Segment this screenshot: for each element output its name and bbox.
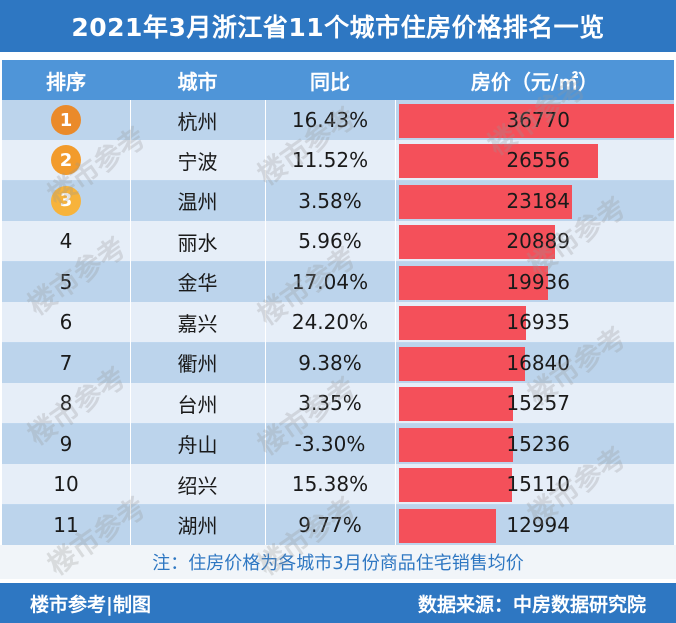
- table-row: 10 绍兴 15.38% 15110: [2, 464, 674, 505]
- price-label: 23184: [506, 188, 570, 213]
- yoy-cell: 5.96%: [298, 229, 362, 254]
- table-row: 8 台州 3.35% 15257: [2, 383, 674, 424]
- table-row: 2 宁波 11.52% 26556: [2, 140, 674, 181]
- yoy-cell: -3.30%: [294, 431, 366, 456]
- price-bar: [399, 346, 525, 381]
- price-bar: [399, 306, 526, 341]
- table-header: 排序 城市 同比 房价（元/㎡）: [2, 60, 674, 100]
- rank-cell: 3: [2, 181, 130, 221]
- footer-source: 数据来源：中房数据研究院: [417, 593, 646, 616]
- rank-cell: 6: [59, 310, 73, 335]
- table-row: 7 衢州 9.38% 16840: [2, 342, 674, 383]
- rank-cell: 4: [59, 229, 73, 254]
- city-cell: 绍兴: [177, 473, 218, 498]
- city-cell: 金华: [177, 271, 218, 296]
- price-bar: [399, 144, 598, 179]
- table-row: 5 金华 17.04% 19936: [2, 261, 674, 302]
- yoy-cell: 9.38%: [298, 350, 362, 375]
- price-bar: [399, 104, 674, 138]
- rank-cell: 1: [2, 100, 130, 140]
- price-label: 36770: [506, 108, 570, 132]
- ranking-table: 排序 城市 同比 房价（元/㎡） 1 杭州 16.43% 36770 2 宁波 11.52%…: [2, 60, 674, 545]
- footer-credit: 楼市参考|制图: [30, 593, 151, 616]
- rank-badge: 3: [51, 185, 81, 216]
- rank-badge: 1: [51, 105, 81, 135]
- header-yoy: 同比: [310, 69, 350, 94]
- price-bar: [399, 387, 514, 422]
- yoy-cell: 3.58%: [298, 188, 362, 213]
- rank-cell: 11: [53, 512, 79, 537]
- table-row: 6 嘉兴 24.20% 16935: [2, 302, 674, 343]
- price-bar: [399, 265, 549, 300]
- city-cell: 宁波: [177, 149, 218, 174]
- table-row: 9 舟山 -3.30% 15236: [2, 423, 674, 464]
- table-row: 4 丽水 5.96% 20889: [2, 221, 674, 262]
- header-price: 房价（元/㎡）: [470, 69, 599, 94]
- footnote: 注：住房价格为各城市3月份商品住宅销售均价: [0, 545, 676, 579]
- price-label: 15236: [506, 431, 570, 456]
- yoy-cell: 11.52%: [291, 148, 369, 173]
- yoy-cell: 16.43%: [291, 108, 369, 132]
- column-divider: [265, 100, 266, 545]
- city-cell: 台州: [177, 392, 218, 417]
- header-city: 城市: [177, 69, 218, 94]
- city-cell: 湖州: [177, 514, 218, 538]
- page-title: 2021年3月浙江省11个城市住房价格排名一览: [0, 0, 676, 52]
- price-label: 19936: [506, 269, 570, 294]
- price-label: 15110: [506, 472, 570, 497]
- rank-cell: 5: [59, 269, 73, 294]
- price-bar: [399, 468, 512, 503]
- price-bar: [399, 508, 497, 543]
- price-label: 16840: [506, 350, 570, 375]
- yoy-cell: 15.38%: [291, 472, 369, 497]
- city-cell: 嘉兴: [177, 311, 218, 336]
- price-bar: [399, 427, 513, 462]
- city-cell: 温州: [177, 190, 218, 215]
- city-cell: 衢州: [177, 352, 218, 377]
- table-row: 11 湖州 9.77% 12994: [2, 504, 674, 545]
- price-label: 16935: [506, 310, 570, 335]
- city-cell: 舟山: [177, 433, 218, 458]
- column-divider: [130, 100, 131, 545]
- price-label: 12994: [506, 512, 570, 537]
- table-row: 1 杭州 16.43% 36770: [2, 100, 674, 140]
- price-label: 26556: [506, 148, 570, 173]
- rank-cell: 2: [2, 140, 130, 180]
- yoy-cell: 9.77%: [298, 512, 362, 537]
- table-row: 3 温州 3.58% 23184: [2, 180, 674, 221]
- price-label: 20889: [506, 229, 570, 254]
- price-label: 15257: [506, 391, 570, 416]
- price-bar: [399, 184, 573, 219]
- price-bar: [399, 225, 556, 260]
- header-rank: 排序: [46, 69, 86, 94]
- yoy-cell: 24.20%: [291, 310, 369, 335]
- yoy-cell: 3.35%: [298, 391, 362, 416]
- rank-cell: 10: [53, 472, 79, 497]
- column-divider: [395, 100, 396, 545]
- rank-cell: 8: [59, 391, 73, 416]
- rank-cell: 9: [59, 431, 73, 456]
- rank-badge: 2: [51, 145, 81, 176]
- rank-cell: 7: [59, 350, 73, 375]
- footer-bar: 楼市参考|制图 数据来源：中房数据研究院: [0, 583, 676, 623]
- city-cell: 杭州: [177, 109, 218, 134]
- yoy-cell: 17.04%: [291, 269, 369, 294]
- city-cell: 丽水: [177, 230, 218, 255]
